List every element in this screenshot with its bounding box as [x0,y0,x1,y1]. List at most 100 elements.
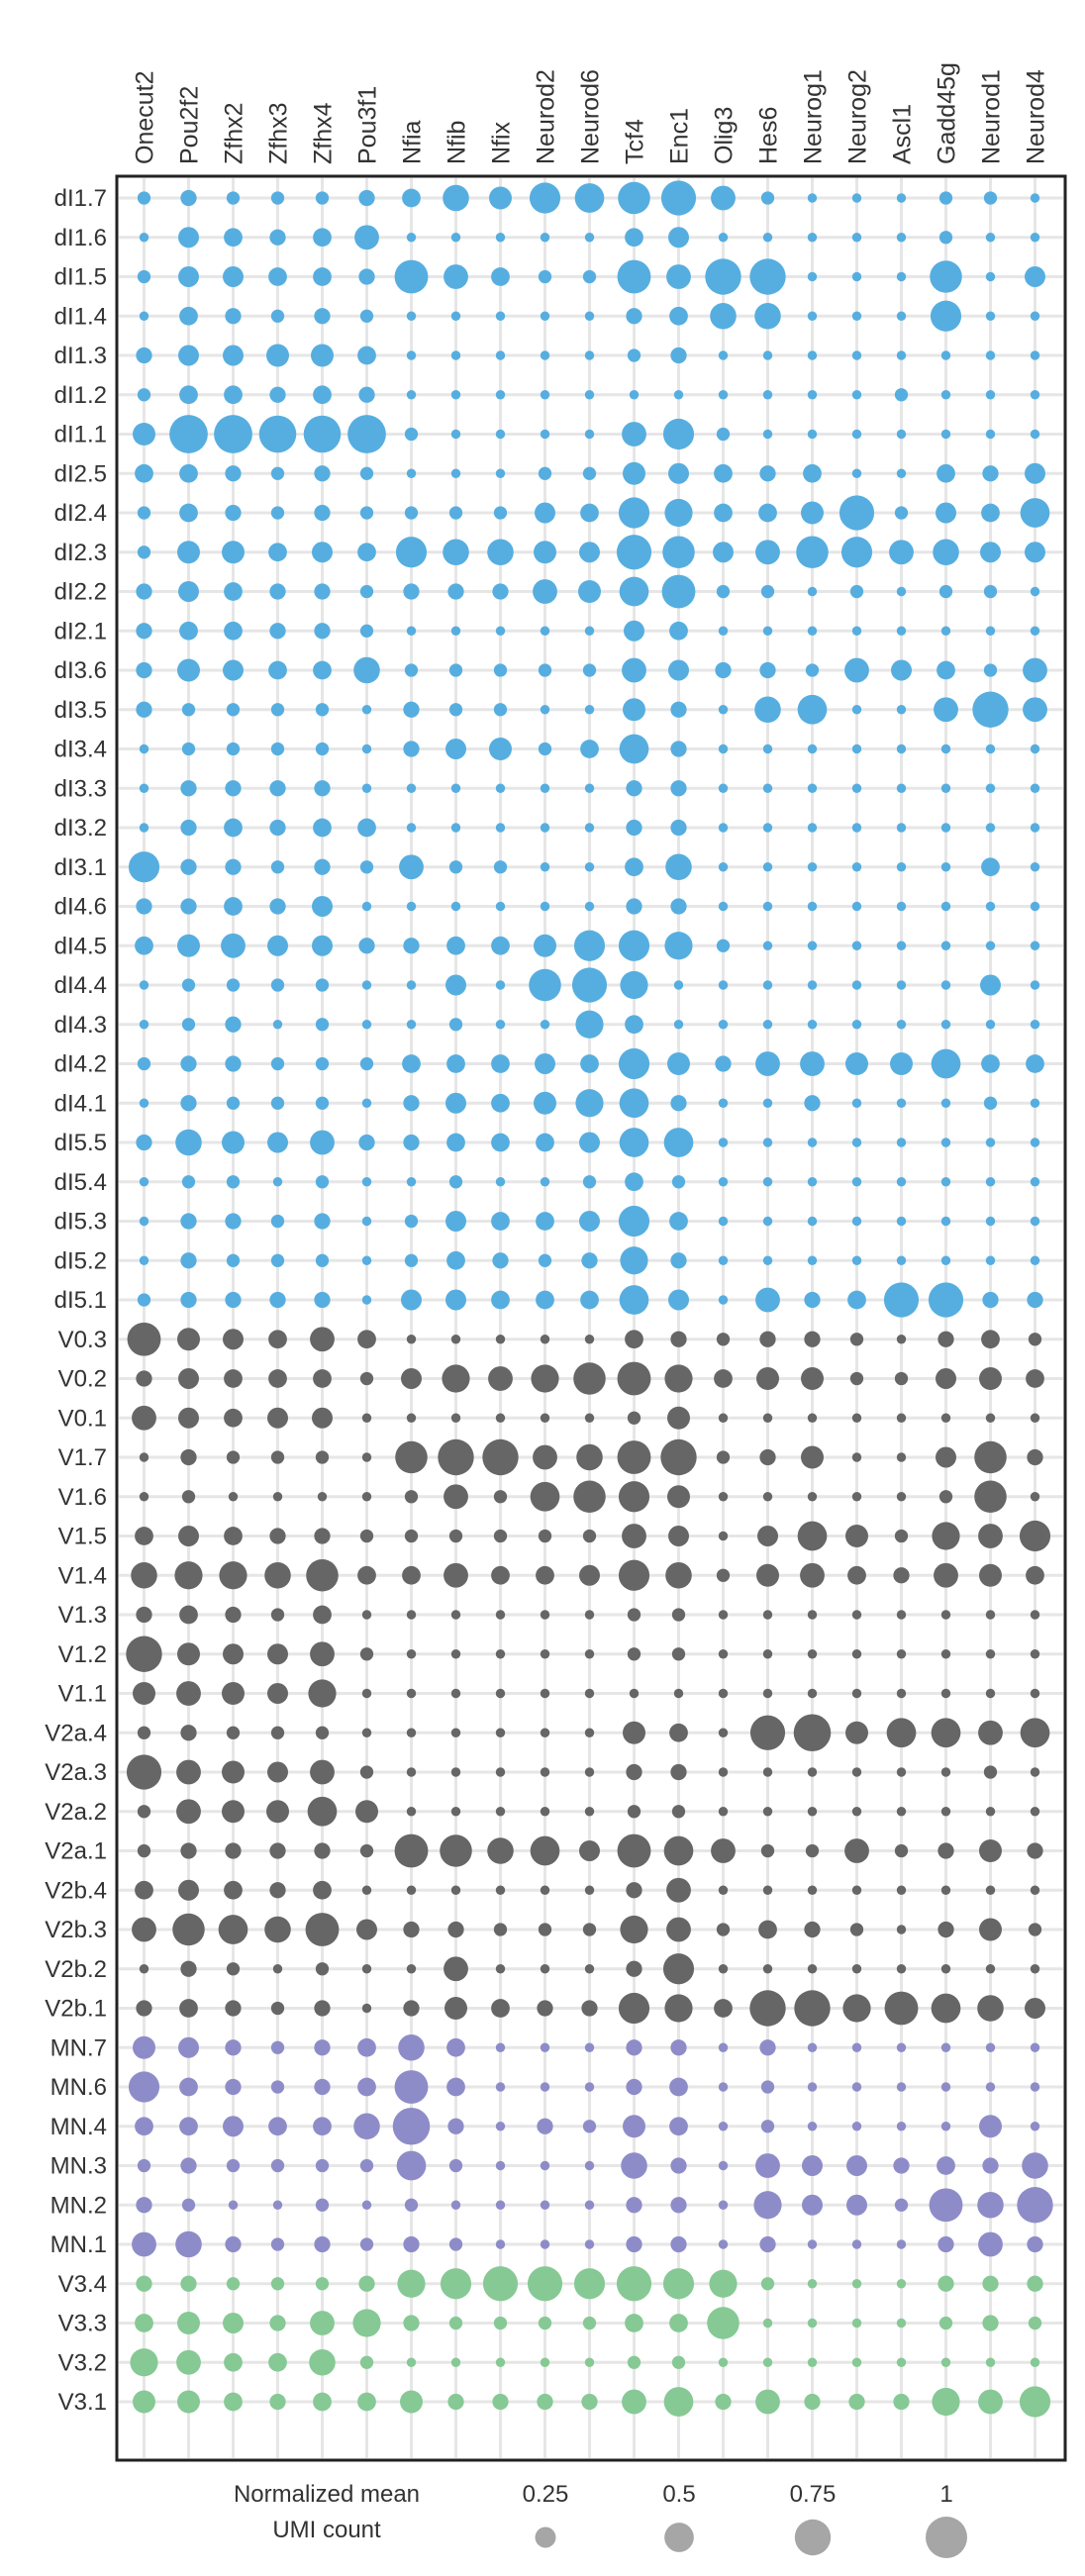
dot-V3.1-Neurod6 [581,2393,598,2411]
dot-dI4.3-Enc1 [673,1020,684,1030]
dot-V1.5-Pou3f1 [359,1529,374,1543]
gene-label-Neurod6: Neurod6 [577,69,605,164]
cell-label-dI1.1: dI1.1 [54,422,107,448]
dot-dI1.6-Neurod4 [1030,233,1040,243]
dot-dI1.2-Zfhx3 [269,386,286,403]
dot-dI4.5-Pou3f1 [358,938,375,954]
dot-V3.3-Enc1 [669,2314,688,2332]
dot-V1.1-Olig3 [718,1688,729,1699]
dot-MN.4-Olig3 [718,2122,729,2131]
dot-V2a.1-Tcf4 [617,1833,651,1868]
dot-V2b.3-Zfhx4 [305,1913,340,1946]
dot-dI3.4-Nfix [489,738,512,760]
dot-dI2.1-Nfia [406,626,417,636]
dot-V1.1-Hes6 [762,1688,773,1699]
dot-V3.3-Neurod4 [1028,2316,1042,2330]
dot-dI1.5-Gadd45g [930,260,962,293]
dot-V2b.3-Olig3 [716,1923,731,1936]
dot-dI5.1-Onecut2 [137,1293,151,1307]
dot-V2a.3-Onecut2 [126,1754,162,1790]
dot-MN.3-Neurog1 [802,2155,823,2176]
dot-V2b.1-Ascl1 [884,1991,919,2026]
dot-dI3.4-Pou3f1 [361,743,372,754]
dot-dI5.1-Neurod4 [1027,1291,1043,1309]
dot-dI4.2-Neurod4 [1026,1054,1044,1073]
dot-MN.6-Nfix [495,2082,506,2092]
dot-dI3.4-Gadd45g [940,743,951,754]
dot-V2a.3-Tcf4 [626,1763,642,1781]
dot-MN.1-Olig3 [718,2239,729,2249]
dot-dI2.3-Nfix [487,539,514,566]
dot-MN.6-Neurog2 [851,2082,862,2092]
dot-dI3.6-Olig3 [715,661,732,679]
dot-V3.2-Onecut2 [130,2348,158,2377]
cell-label-V2b.1: V2b.1 [45,1996,107,2023]
dot-dI4.2-Zfhx2 [225,1055,242,1072]
gene-label-Neurod2: Neurod2 [533,69,560,164]
dot-dI2.4-Neurod4 [1020,498,1050,528]
dot-dI4.5-Nfix [491,936,510,955]
dot-dI5.4-Zfhx3 [272,1177,283,1187]
dot-dI4.4-Nfia [406,980,417,990]
dot-V1.7-Hes6 [759,1448,776,1466]
dot-V0.1-Nfix [495,1413,506,1423]
dot-dI1.4-Neurod2 [540,311,550,321]
dot-V1.7-Zfhx2 [226,1450,241,1464]
dot-dI5.1-Neurod6 [580,1290,599,1310]
dot-V0.2-Nfib [442,1364,470,1393]
dot-dI2.1-Neurod4 [1030,626,1040,636]
dot-V3.1-Nfix [492,2393,509,2411]
dot-V2b.1-Enc1 [664,1994,693,2023]
dot-dI4.2-Pou3f1 [359,1056,374,1071]
dot-V2a.3-Pou3f1 [359,1765,374,1779]
dot-V2b.2-Ascl1 [896,1964,907,1974]
dot-V1.6-Neurod6 [573,1480,606,1514]
dot-MN.6-Nfia [394,2070,429,2104]
dot-dI4.6-Ascl1 [896,901,907,912]
dot-V1.1-Neurod2 [540,1688,550,1699]
dot-V1.5-Zfhx3 [269,1528,286,1544]
dot-dI5.2-Neurod1 [985,1255,996,1265]
dot-dI4.6-Zfhx3 [269,898,286,915]
dot-dI4.2-Zfhx3 [270,1056,285,1071]
dot-V1.7-Neurod1 [974,1440,1007,1474]
dot-dI1.7-Nfix [489,186,512,210]
cell-label-dI3.2: dI3.2 [54,815,107,842]
dot-V1.5-Onecut2 [135,1527,153,1545]
dot-V2b.3-Nfia [403,1921,420,1938]
dot-V3.1-Neurod1 [978,2389,1003,2415]
dot-V3.2-Ascl1 [896,2357,907,2367]
dot-V3.1-Ascl1 [893,2393,910,2411]
dot-dI3.1-Nfia [399,854,424,880]
dot-MN.4-Gadd45g [940,2122,951,2131]
dot-dI1.5-Zfhx4 [313,267,332,286]
dot-V2b.4-Pou2f2 [178,1879,199,1901]
dot-dI4.1-Ascl1 [896,1098,907,1108]
dot-dI4.5-Zfhx3 [267,935,288,956]
dot-V1.2-Ascl1 [896,1649,907,1659]
dot-V2b.3-Zfhx2 [218,1915,248,1944]
dot-V1.1-Neurog2 [851,1688,862,1699]
dot-V1.5-Neurod2 [538,1529,552,1543]
dot-dI5.1-Nfia [401,1289,422,1311]
dot-MN.6-Neurod1 [985,2082,996,2092]
dot-V0.1-Neurog2 [851,1413,862,1423]
dot-V1.1-Neurog1 [807,1688,818,1699]
dot-dI3.6-Pou2f2 [177,658,200,682]
gene-label-Nfib: Nfib [444,121,471,164]
cell-label-MN.7: MN.7 [50,2034,107,2061]
dot-dI4.1-Zfhx4 [315,1096,330,1110]
cell-label-V1.1: V1.1 [58,1681,107,1708]
dot-dI3.2-Neurog1 [807,823,818,833]
dot-V1.7-Ascl1 [896,1452,907,1462]
dot-V2a.1-Olig3 [711,1838,736,1863]
dot-V3.1-Tcf4 [622,2389,646,2415]
dot-V3.4-Pou3f1 [358,2275,375,2292]
dot-dI5.3-Gadd45g [940,1216,951,1227]
dot-dI2.4-Neurod1 [981,503,1000,523]
dot-V1.2-Nfix [495,1649,506,1659]
dot-dI3.4-Zfhx2 [226,742,241,756]
dot-V2a.1-Gadd45g [937,1842,954,1859]
dot-V0.2-Zfhx4 [313,1369,332,1388]
dot-dI4.4-Nfib [445,974,466,996]
